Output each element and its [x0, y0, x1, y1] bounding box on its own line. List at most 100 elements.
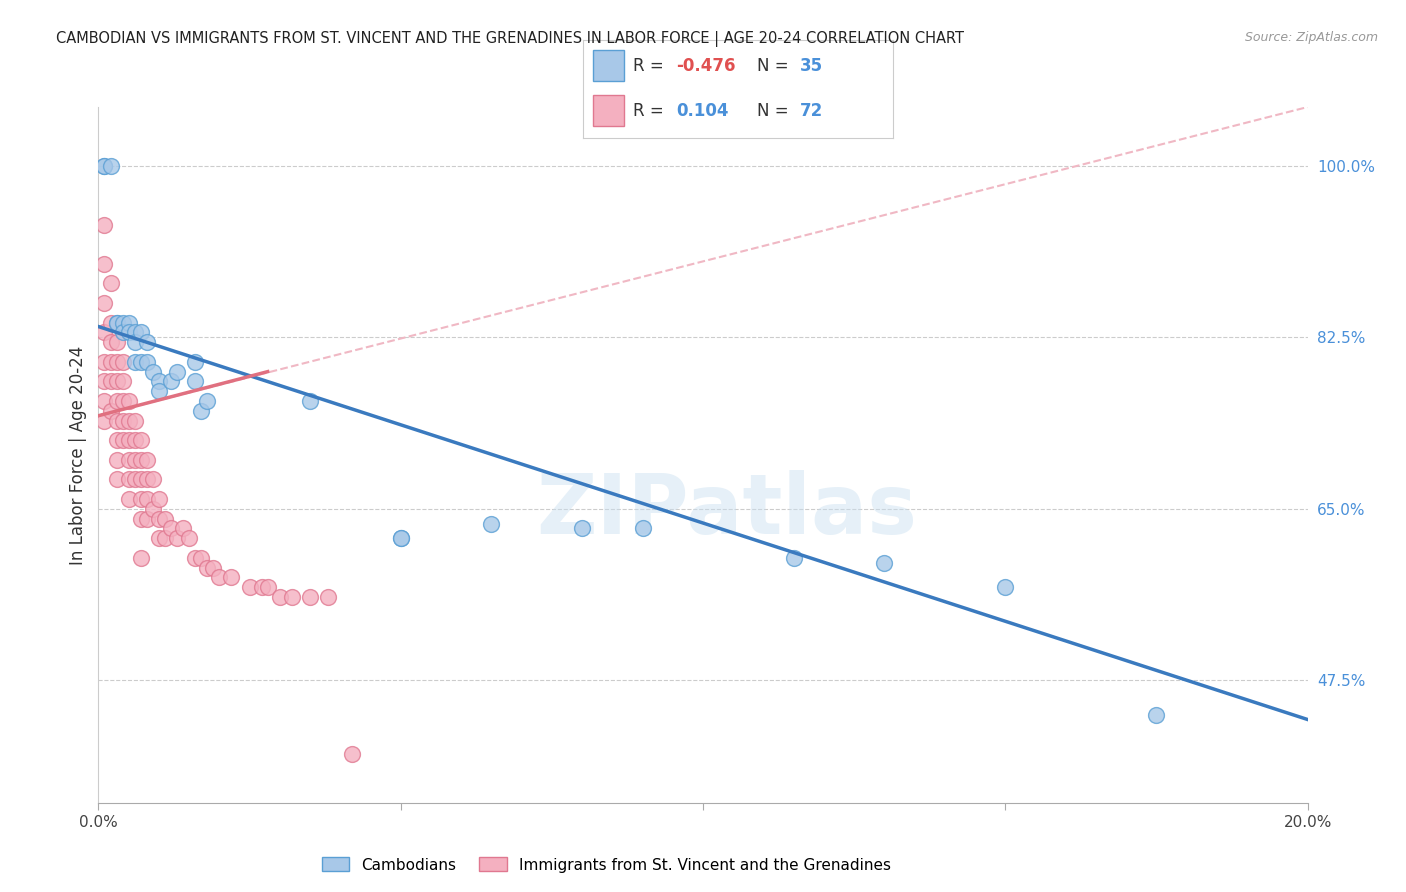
Point: [105, 355, 128, 369]
Text: 0.104: 0.104: [676, 102, 728, 120]
Point: [124, 472, 146, 486]
Point: [250, 580, 273, 594]
Point: [135, 335, 157, 350]
Point: [389, 531, 412, 545]
Point: [111, 316, 134, 330]
Point: [118, 316, 141, 330]
Point: [118, 491, 141, 506]
Point: [105, 316, 128, 330]
Point: [105, 375, 128, 389]
Point: [142, 472, 165, 486]
Point: [129, 452, 152, 467]
Point: [142, 501, 165, 516]
Point: [160, 521, 183, 535]
Point: [129, 550, 152, 565]
Point: [93, 159, 115, 173]
Point: [118, 414, 141, 428]
Point: [299, 590, 322, 604]
Point: [100, 335, 122, 350]
Point: [481, 516, 503, 531]
Point: [135, 491, 157, 506]
Point: [135, 472, 157, 486]
Point: [153, 511, 176, 525]
Point: [1144, 707, 1167, 722]
Text: R =: R =: [633, 57, 669, 75]
Point: [93, 355, 115, 369]
Text: N =: N =: [756, 57, 793, 75]
Text: -0.476: -0.476: [676, 57, 735, 75]
Point: [256, 580, 278, 594]
Point: [124, 434, 146, 448]
Bar: [593, 50, 624, 81]
Point: [873, 556, 896, 570]
Point: [221, 570, 243, 584]
Point: [269, 590, 291, 604]
Point: [118, 452, 141, 467]
Text: 35: 35: [800, 57, 823, 75]
Point: [105, 452, 128, 467]
Point: [135, 355, 157, 369]
Legend: Cambodians, Immigrants from St. Vincent and the Grenadines: Cambodians, Immigrants from St. Vincent …: [315, 851, 897, 879]
Point: [135, 511, 157, 525]
Point: [124, 414, 146, 428]
Point: [148, 511, 170, 525]
Point: [93, 257, 115, 271]
Point: [153, 531, 176, 545]
Point: [190, 550, 212, 565]
Point: [179, 531, 201, 545]
Point: [783, 550, 806, 565]
Point: [148, 384, 170, 399]
Point: [105, 316, 128, 330]
Point: [129, 511, 152, 525]
Point: [202, 560, 225, 574]
Point: [118, 394, 141, 409]
Point: [111, 326, 134, 340]
Text: ZIPatlas: ZIPatlas: [537, 470, 918, 551]
Point: [105, 394, 128, 409]
Point: [100, 355, 122, 369]
Point: [129, 326, 152, 340]
Point: [100, 375, 122, 389]
Point: [118, 326, 141, 340]
Point: [111, 434, 134, 448]
Point: [239, 580, 262, 594]
Point: [148, 531, 170, 545]
Point: [148, 375, 170, 389]
Point: [100, 159, 122, 173]
Point: [105, 434, 128, 448]
Point: [93, 375, 115, 389]
Point: [129, 491, 152, 506]
Text: R =: R =: [633, 102, 675, 120]
Point: [129, 434, 152, 448]
Point: [195, 394, 218, 409]
Point: [195, 560, 218, 574]
Point: [118, 434, 141, 448]
Point: [100, 316, 122, 330]
Point: [129, 472, 152, 486]
Point: [160, 375, 183, 389]
Point: [124, 326, 146, 340]
Point: [124, 452, 146, 467]
Text: N =: N =: [756, 102, 793, 120]
Point: [631, 521, 654, 535]
Point: [172, 521, 194, 535]
Point: [111, 375, 134, 389]
Point: [105, 335, 128, 350]
Point: [111, 414, 134, 428]
Text: CAMBODIAN VS IMMIGRANTS FROM ST. VINCENT AND THE GRENADINES IN LABOR FORCE | AGE: CAMBODIAN VS IMMIGRANTS FROM ST. VINCENT…: [56, 31, 965, 47]
Point: [129, 355, 152, 369]
Point: [184, 550, 207, 565]
Point: [111, 355, 134, 369]
Y-axis label: In Labor Force | Age 20-24: In Labor Force | Age 20-24: [69, 345, 87, 565]
Point: [166, 531, 188, 545]
Point: [571, 521, 593, 535]
Point: [342, 747, 364, 761]
Point: [105, 472, 128, 486]
Point: [93, 326, 115, 340]
Point: [135, 452, 157, 467]
Point: [281, 590, 304, 604]
Point: [93, 296, 115, 310]
Point: [93, 218, 115, 232]
Point: [93, 394, 115, 409]
Point: [142, 365, 165, 379]
